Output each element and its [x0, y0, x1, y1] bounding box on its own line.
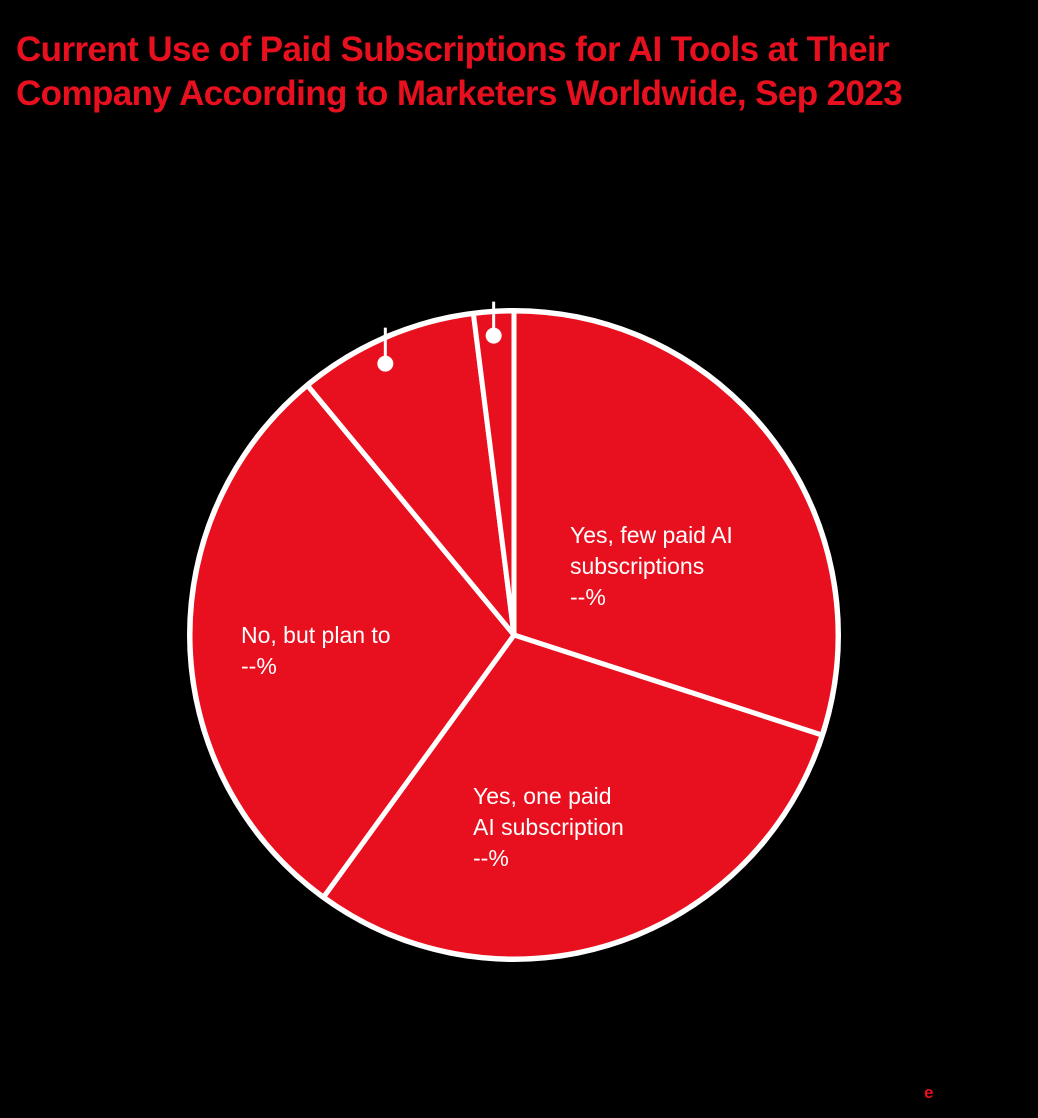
slice-label-one-paid-line1: Yes, one paid	[473, 783, 612, 809]
slice-label-one-paid-value: --%	[473, 845, 509, 871]
leader-lines	[377, 301, 502, 372]
slice-label-one-paid: Yes, one paid AI subscription --%	[473, 781, 624, 874]
leader-dot	[485, 327, 502, 344]
leader-dot	[377, 355, 394, 372]
pie-slice-2	[321, 632, 825, 962]
brand-logo: e	[924, 1083, 934, 1102]
slice-label-plan-to-line1: No, but plan to	[241, 622, 391, 648]
slice-label-plan-to-value: --%	[241, 653, 277, 679]
slice-label-few-paid: Yes, few paid AI subscriptions --%	[570, 520, 733, 613]
pie-slice-1	[511, 308, 841, 738]
chart-title: Current Use of Paid Subscriptions for AI…	[16, 30, 903, 113]
pie-slice-3	[187, 382, 517, 900]
slice-label-few-paid-value: --%	[570, 584, 606, 610]
slice-label-plan-to: No, but plan to --%	[241, 620, 391, 682]
slice-label-few-paid-line2: subscriptions	[570, 553, 705, 579]
slice-label-few-paid-line1: Yes, few paid AI	[570, 522, 733, 548]
slice-label-one-paid-line2: AI subscription	[473, 814, 624, 840]
pie-slices	[187, 308, 841, 962]
